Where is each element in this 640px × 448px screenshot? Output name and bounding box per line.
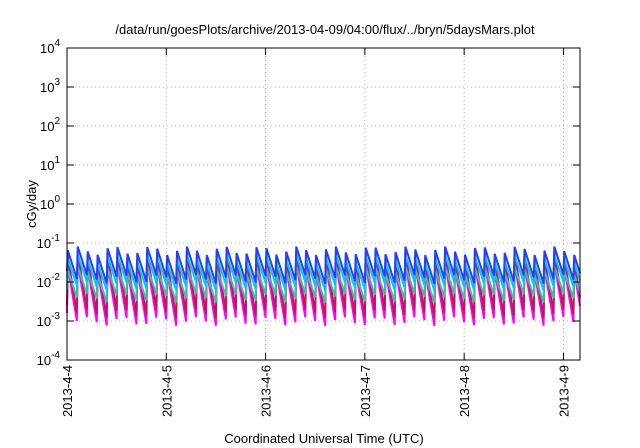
y-tick-label: 102 [40, 116, 60, 134]
x-axis-label: Coordinated Universal Time (UTC) [224, 431, 423, 446]
y-axis-label: cGy/day [24, 180, 39, 228]
y-tick-label: 101 [40, 155, 60, 173]
x-axis: 2013-4-4 2013-4-5 2013-4-6 2013-4-7 2013-4-8… [60, 48, 571, 417]
x-tick-label: 2013-4-5 [159, 365, 174, 417]
x-tick-label: 2013-4-7 [358, 365, 373, 417]
y-axis: 104 103 102 101 100 10-1 10-2 10-3 10-4 [37, 38, 580, 368]
y-tick-label: 10-1 [37, 233, 61, 251]
y-tick-label: 103 [40, 77, 60, 95]
y-tick-label: 10-2 [37, 272, 61, 290]
x-tick-label: 2013-4-4 [60, 365, 75, 417]
x-tick-label: 2013-4-9 [556, 365, 571, 417]
y-tick-label: 100 [40, 194, 60, 212]
series-group [66, 246, 581, 327]
chart-title: /data/run/goesPlots/archive/2013-04-09/0… [115, 22, 535, 37]
x-tick-label: 2013-4-6 [259, 365, 274, 417]
y-tick-label: 10-3 [37, 311, 61, 329]
series-line [66, 246, 581, 285]
x-tick-label: 2013-4-8 [457, 365, 472, 417]
y-tick-label: 104 [40, 38, 60, 56]
y-tick-label: 10-4 [37, 350, 61, 368]
